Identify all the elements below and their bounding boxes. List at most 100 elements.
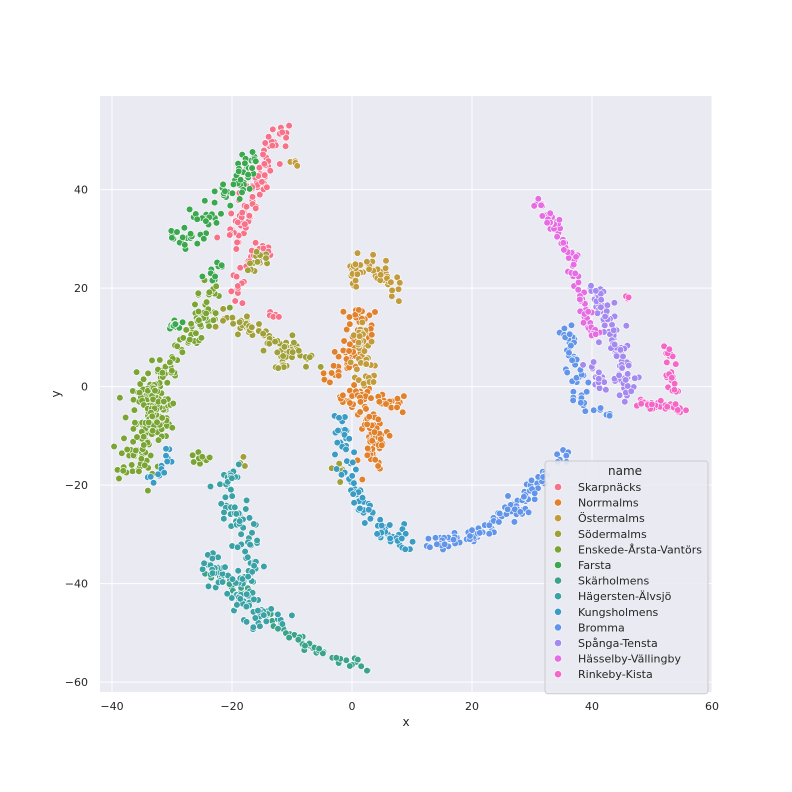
scatter-point [212,309,220,317]
scatter-point [288,331,297,339]
y-tick-label: 40 [74,184,88,197]
x-tick-label: −40 [100,700,123,713]
scatter-point [345,347,353,355]
scatter-point [190,458,198,466]
legend-label: Östermalms [578,512,645,525]
scatter-point [241,462,249,470]
scatter-point [245,514,254,522]
scatter-point [202,309,210,318]
scatter-point [386,521,394,529]
scatter-point [202,217,210,225]
legend-marker [554,592,562,601]
scatter-point [394,285,403,293]
scatter-point [234,567,242,575]
scatter-point [186,205,194,213]
scatter-point [243,618,251,626]
scatter-point [199,565,207,573]
scatter-point [350,448,358,456]
scatter-point [571,269,579,278]
scatter-point [233,238,241,246]
legend-item: Rinkeby-Kista [554,668,653,681]
scatter-point [399,408,407,416]
scatter-point [330,362,338,370]
x-tick-label: −20 [220,700,243,713]
scatter-point [356,504,364,513]
scatter-point [670,386,679,394]
scatter-point [212,219,221,227]
scatter-point [221,493,229,501]
scatter-point [356,408,364,416]
scatter-point [280,343,289,351]
scatter-point [566,330,574,338]
scatter-point [238,299,246,307]
scatter-point [269,125,277,133]
scatter-point [248,148,257,156]
scatter-point [592,330,600,338]
scatter-point [226,231,234,239]
scatter-point [605,412,614,420]
scatter-point [130,406,138,414]
scatter-point [192,329,200,337]
scatter-point [352,283,360,291]
scatter-point [570,261,578,269]
scatter-point [156,356,164,364]
scatter-point [670,380,679,388]
scatter-point [256,622,264,630]
legend-title: name [608,464,642,478]
scatter-point [274,625,282,633]
scatter-point [602,386,610,394]
legend-item: Hässelby-Vällingby [554,653,681,666]
scatter-point [259,150,267,159]
legend-item: Enskede-Årsta-Vantörs [554,543,702,556]
scatter-point [229,180,238,188]
scatter-point [285,121,293,130]
scatter-point [339,308,348,316]
scatter-point [625,361,633,370]
scatter-point [441,540,449,548]
scatter-point [386,534,394,543]
legend-item: Östermalms [554,512,645,525]
scatter-point [135,467,143,476]
series-norrmalms [320,306,408,484]
scatter-point [355,376,363,384]
scatter-point [173,228,181,236]
scatter-point [572,374,581,382]
scatter-point [587,282,595,290]
scatter-point [306,353,314,361]
scatter-point [335,414,343,422]
scatter-point [241,547,249,556]
scatter-point [596,404,605,412]
scatter-point [258,178,266,186]
scatter-point [627,387,635,395]
scatter-point [374,415,382,424]
scatter-point [363,420,371,429]
scatter-point [577,399,585,407]
scatter-point [153,418,161,426]
scatter-point [228,594,236,602]
scatter-point [624,370,632,378]
scatter-point [268,142,276,150]
scatter-point [361,519,369,527]
series-enskede-rsta-vant-rs [110,276,234,495]
scatter-point [228,492,236,500]
scatter-point [375,398,383,406]
scatter-point [527,476,536,485]
scatter-point [335,353,343,361]
scatter-point [363,258,371,266]
scatter-point [163,379,171,387]
scatter-point [198,272,206,281]
legend-item: Bromma [554,621,625,634]
scatter-point [252,157,260,165]
scatter-point [349,490,357,498]
scatter-point [227,209,235,218]
scatter-point [236,318,244,326]
scatter-point [595,368,603,377]
scatter-point [333,465,341,473]
scatter-point [252,204,260,212]
scatter-point [622,322,630,330]
scatter-point [137,455,145,463]
scatter-point [362,360,370,368]
legend-item: Norrmalms [554,497,639,510]
scatter-point [353,365,361,373]
scatter-point [189,451,197,459]
